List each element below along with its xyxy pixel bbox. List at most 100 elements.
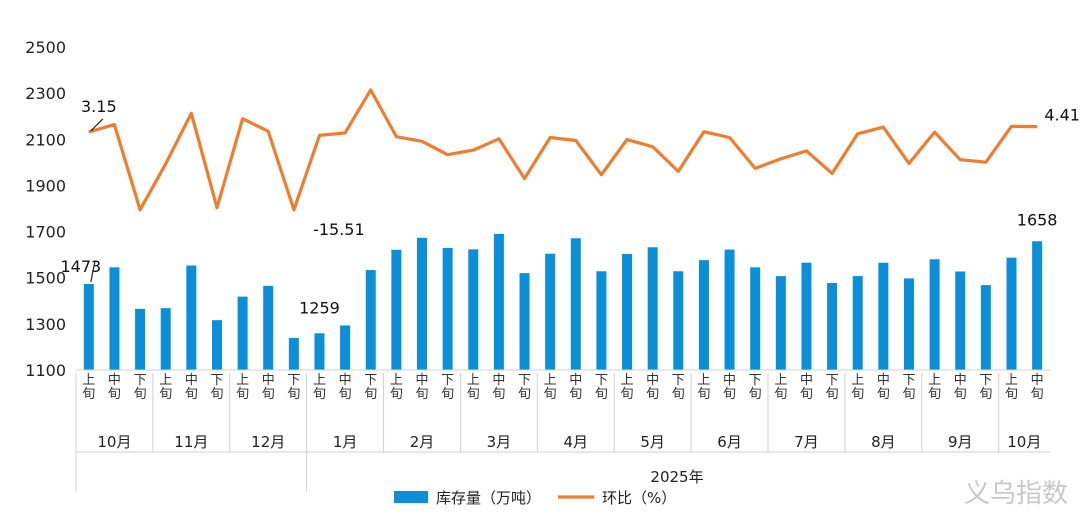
month-label: 12月 bbox=[251, 433, 285, 451]
y-tick-label: 1300 bbox=[25, 315, 66, 334]
bar bbox=[980, 285, 991, 370]
bar bbox=[827, 283, 838, 370]
x-tick-label: 下旬 bbox=[287, 373, 300, 402]
bar bbox=[288, 337, 299, 370]
x-tick-label: 中旬 bbox=[415, 373, 428, 402]
bar bbox=[955, 271, 966, 370]
month-label: 2月 bbox=[410, 433, 435, 451]
x-tick-label: 上旬 bbox=[82, 373, 95, 402]
bar bbox=[160, 308, 171, 370]
bar bbox=[391, 249, 402, 370]
bar bbox=[622, 253, 633, 370]
month-label: 11月 bbox=[174, 433, 208, 451]
x-tick-label: 上旬 bbox=[390, 373, 403, 402]
bar bbox=[929, 259, 940, 370]
bar bbox=[365, 270, 376, 370]
bar bbox=[493, 233, 504, 370]
month-label: 5月 bbox=[640, 433, 665, 451]
bar bbox=[570, 238, 581, 370]
x-tick-label: 中旬 bbox=[954, 373, 967, 402]
month-label: 1月 bbox=[333, 433, 358, 451]
label-leader bbox=[90, 118, 104, 132]
x-tick-label: 下旬 bbox=[749, 373, 762, 402]
month-label: 10月 bbox=[97, 433, 131, 451]
data-label: 4.41 bbox=[1044, 106, 1080, 125]
month-label: 10月 bbox=[1007, 433, 1041, 451]
x-tick-label: 上旬 bbox=[697, 373, 710, 402]
bar bbox=[109, 267, 120, 370]
x-tick-label: 中旬 bbox=[569, 373, 582, 402]
legend-label-line: 环比（%） bbox=[602, 489, 676, 507]
x-tick-label: 中旬 bbox=[185, 373, 198, 402]
x-tick-label: 下旬 bbox=[518, 373, 531, 402]
legend: 库存量（万吨） 环比（%） bbox=[394, 489, 676, 507]
x-tick-label: 中旬 bbox=[800, 373, 813, 402]
x-tick-label: 下旬 bbox=[672, 373, 685, 402]
bar bbox=[211, 320, 222, 370]
data-label: -15.51 bbox=[313, 220, 365, 239]
x-tick-label: 中旬 bbox=[492, 373, 505, 402]
year-label: 2025年 bbox=[650, 468, 703, 486]
x-tick-label: 中旬 bbox=[262, 373, 275, 402]
bar bbox=[775, 276, 786, 370]
bar bbox=[596, 271, 607, 370]
y-tick-label: 1500 bbox=[25, 269, 66, 288]
month-label: 9月 bbox=[948, 433, 973, 451]
month-label: 3月 bbox=[487, 433, 512, 451]
bar bbox=[698, 260, 709, 370]
x-tick-label: 下旬 bbox=[210, 373, 223, 402]
x-tick-label: 中旬 bbox=[723, 373, 736, 402]
label-leader bbox=[90, 261, 96, 283]
x-tick-label: 下旬 bbox=[441, 373, 454, 402]
x-tick-label: 下旬 bbox=[902, 373, 915, 402]
x-tick-label: 下旬 bbox=[979, 373, 992, 402]
bar bbox=[519, 273, 530, 370]
month-label: 8月 bbox=[871, 433, 896, 451]
month-label: 7月 bbox=[794, 433, 819, 451]
bar bbox=[186, 265, 197, 370]
x-tick-label: 中旬 bbox=[108, 373, 121, 402]
bar bbox=[1006, 257, 1017, 370]
legend-label-bar: 库存量（万吨） bbox=[436, 489, 541, 507]
y-tick-label: 1700 bbox=[25, 223, 66, 242]
y-tick-label: 1100 bbox=[25, 361, 66, 380]
bar bbox=[647, 247, 658, 370]
data-label: 1658 bbox=[1017, 210, 1058, 229]
bar bbox=[878, 262, 889, 370]
bar bbox=[442, 247, 453, 370]
bar bbox=[83, 283, 94, 370]
y-tick-label: 2500 bbox=[25, 38, 66, 57]
data-labels: 1473 1259 1658 3.15 -15.51 4.41 bbox=[60, 97, 1079, 317]
x-tick-label: 下旬 bbox=[826, 373, 839, 402]
x-tick-label: 上旬 bbox=[928, 373, 941, 402]
x-tick-label: 中旬 bbox=[1031, 373, 1044, 402]
month-label: 4月 bbox=[564, 433, 589, 451]
bar bbox=[903, 278, 914, 370]
bar-series bbox=[83, 233, 1043, 370]
bar bbox=[801, 262, 812, 370]
bar bbox=[852, 276, 863, 370]
x-axis: 上旬中旬下旬上旬中旬下旬上旬中旬下旬上旬中旬下旬上旬中旬下旬上旬中旬下旬上旬中旬… bbox=[75, 369, 1050, 492]
x-tick-label: 上旬 bbox=[621, 373, 634, 402]
bar bbox=[417, 237, 428, 370]
x-tick-label: 下旬 bbox=[364, 373, 377, 402]
bar bbox=[1032, 241, 1043, 370]
bar bbox=[750, 267, 761, 370]
watermark: 义乌指数 bbox=[964, 479, 1068, 509]
x-tick-label: 上旬 bbox=[544, 373, 557, 402]
y-tick-label: 2300 bbox=[25, 84, 66, 103]
bar bbox=[314, 333, 325, 370]
line-path bbox=[88, 88, 1038, 212]
month-label: 6月 bbox=[717, 433, 742, 451]
bar bbox=[135, 308, 146, 370]
x-tick-label: 中旬 bbox=[877, 373, 890, 402]
x-tick-label: 中旬 bbox=[646, 373, 659, 402]
data-label: 1259 bbox=[299, 298, 340, 317]
bar bbox=[545, 253, 556, 370]
bar bbox=[468, 249, 479, 370]
x-tick-label: 中旬 bbox=[339, 373, 352, 402]
x-tick-label: 下旬 bbox=[134, 373, 147, 402]
legend-swatch-bar bbox=[394, 491, 428, 503]
